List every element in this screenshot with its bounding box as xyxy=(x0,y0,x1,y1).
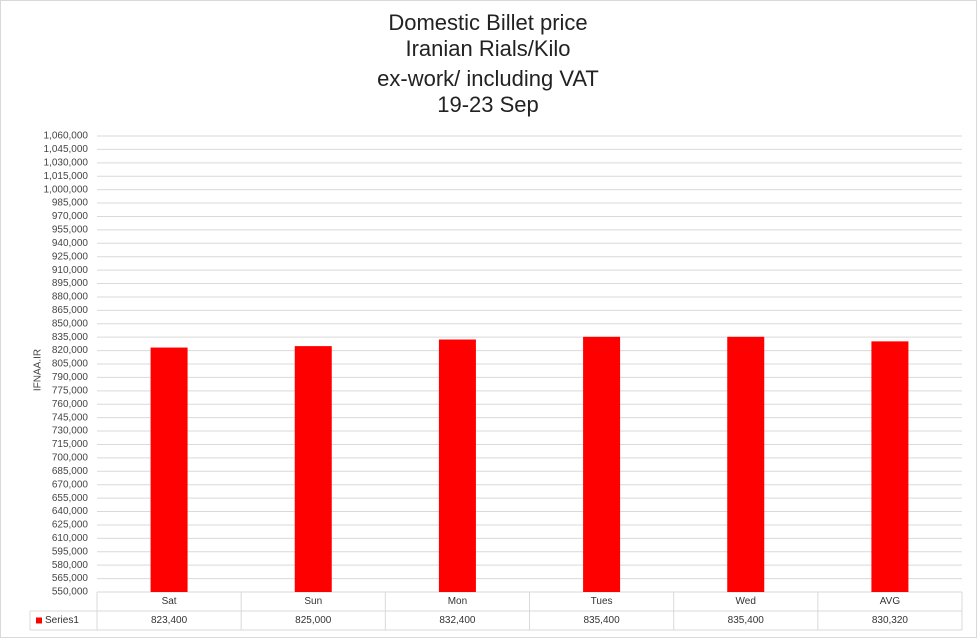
y-tick-label: 865,000 xyxy=(52,305,89,316)
bar xyxy=(871,341,909,592)
legend-swatch xyxy=(36,617,42,624)
y-tick-label: 955,000 xyxy=(52,225,89,236)
y-tick-label: 790,000 xyxy=(52,372,89,383)
y-tick-label: 1,030,000 xyxy=(44,157,89,168)
data-table-value: 835,400 xyxy=(584,615,621,626)
y-tick-label: 640,000 xyxy=(52,506,89,517)
y-tick-label: 895,000 xyxy=(52,278,89,289)
y-tick-label: 565,000 xyxy=(52,573,89,584)
y-tick-label: 970,000 xyxy=(52,211,89,222)
y-tick-label: 670,000 xyxy=(52,479,89,490)
y-tick-label: 850,000 xyxy=(52,318,89,329)
x-tick-label: Tues xyxy=(591,596,613,607)
y-tick-label: 1,045,000 xyxy=(44,144,89,155)
y-tick-label: 715,000 xyxy=(52,439,89,450)
bar xyxy=(294,346,332,592)
y-tick-label: 550,000 xyxy=(52,587,89,598)
bar xyxy=(727,336,765,592)
data-table-value: 823,400 xyxy=(151,615,188,626)
chart-title: 19-23 Sep xyxy=(437,92,539,117)
data-table-value: 830,320 xyxy=(872,615,909,626)
x-tick-label: Sat xyxy=(162,596,177,607)
x-tick-label: Wed xyxy=(736,596,756,607)
y-tick-label: 580,000 xyxy=(52,560,89,571)
y-tick-label: 1,060,000 xyxy=(44,131,89,142)
legend-label: Series1 xyxy=(45,615,79,626)
x-tick-label: AVG xyxy=(880,596,901,607)
y-tick-label: 1,000,000 xyxy=(44,184,89,195)
y-tick-label: 685,000 xyxy=(52,466,89,477)
chart-title: Iranian Rials/Kilo xyxy=(405,36,570,61)
y-tick-label: 820,000 xyxy=(52,345,89,356)
y-tick-label: 1,015,000 xyxy=(44,171,89,182)
y-tick-label: 610,000 xyxy=(52,533,89,544)
chart-title: Domestic Billet price xyxy=(388,10,587,35)
y-tick-label: 700,000 xyxy=(52,453,89,464)
y-tick-label: 625,000 xyxy=(52,520,89,531)
data-table-value: 832,400 xyxy=(439,615,476,626)
y-tick-label: 880,000 xyxy=(52,292,89,303)
y-tick-label: 835,000 xyxy=(52,332,89,343)
y-axis-label: IFNAA.IR xyxy=(33,349,44,391)
bar xyxy=(438,339,476,592)
x-tick-label: Mon xyxy=(448,596,467,607)
y-tick-label: 760,000 xyxy=(52,399,89,410)
data-table-value: 825,000 xyxy=(295,615,332,626)
y-tick-label: 730,000 xyxy=(52,426,89,437)
y-tick-label: 775,000 xyxy=(52,385,89,396)
bar xyxy=(583,336,621,592)
data-table-value: 835,400 xyxy=(728,615,765,626)
y-tick-label: 940,000 xyxy=(52,238,89,249)
y-tick-label: 595,000 xyxy=(52,546,89,557)
y-tick-label: 655,000 xyxy=(52,493,89,504)
x-tick-label: Sun xyxy=(304,596,322,607)
y-tick-label: 925,000 xyxy=(52,251,89,262)
y-tick-label: 745,000 xyxy=(52,412,89,423)
chart-title: ex-work/ including VAT xyxy=(377,66,599,91)
y-tick-label: 985,000 xyxy=(52,198,89,209)
y-tick-label: 910,000 xyxy=(52,265,89,276)
y-tick-label: 805,000 xyxy=(52,359,89,370)
bar xyxy=(150,347,188,592)
